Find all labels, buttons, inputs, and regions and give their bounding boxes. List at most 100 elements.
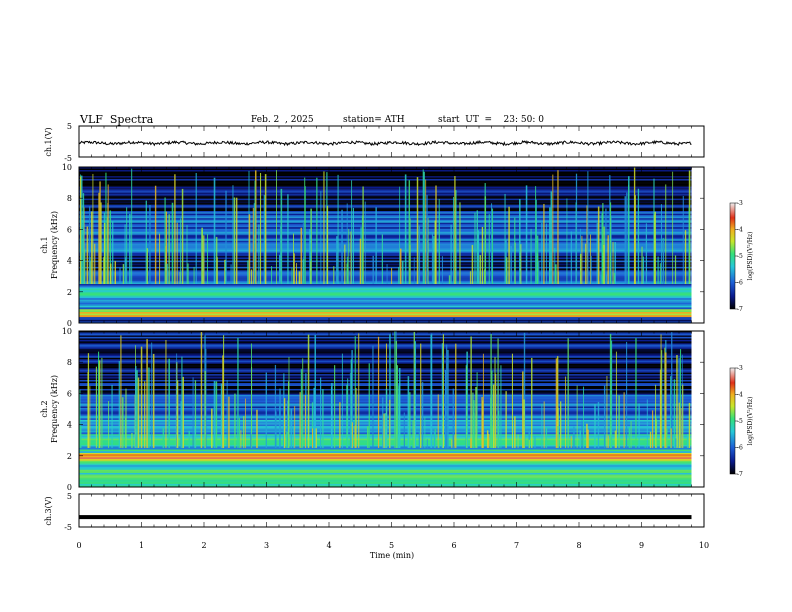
spectrogram-band-row xyxy=(79,298,692,300)
spectrogram-streak xyxy=(560,401,562,448)
spectrogram-streak xyxy=(682,384,684,448)
spectrogram-band-row xyxy=(79,342,692,345)
spectrogram-streak xyxy=(145,200,147,284)
spectrogram-streak xyxy=(216,257,218,284)
spectrogram-streak xyxy=(114,261,117,284)
colorbar-tick-label: -5 xyxy=(737,253,743,260)
spectrogram-streak xyxy=(528,430,530,448)
spectrogram-streak xyxy=(386,264,388,284)
spectrogram-streak xyxy=(82,193,85,284)
spectrogram-streak xyxy=(92,173,94,284)
spectrogram-streak xyxy=(174,174,176,284)
ch1-colorbar xyxy=(729,202,736,310)
x-tick-label: 10 xyxy=(699,541,709,550)
spectrogram-streak xyxy=(590,234,591,284)
spectrogram-band-row xyxy=(79,345,692,348)
spectrogram-streak xyxy=(200,332,203,448)
spectrogram-streak xyxy=(638,403,640,448)
spectrogram-streak xyxy=(670,428,672,448)
spectrogram-band-row xyxy=(79,207,692,210)
spectrogram-streak xyxy=(422,169,424,284)
ch1-panel: 5 -5 ch.1(V) xyxy=(44,122,705,163)
spectrogram-band-row xyxy=(79,319,692,322)
ch2-colorbar-ticks: -3 -4 -5 -6 -7 xyxy=(735,365,743,478)
spectrogram-streak xyxy=(258,224,260,284)
spectrogram-band-row xyxy=(79,405,692,407)
spectrogram-streak xyxy=(176,353,178,448)
spectrogram-band-row xyxy=(79,180,692,183)
spectrogram-band-row xyxy=(79,167,692,169)
spectrogram-streak xyxy=(368,363,370,448)
ch2-colorbar-label: log(PSD)(V²/Hz) xyxy=(747,397,754,446)
spectrogram-streak xyxy=(427,217,429,284)
spectrogram-band-row xyxy=(79,482,692,485)
spectrogram-band-row xyxy=(79,252,692,255)
spectrogram-streak xyxy=(276,170,277,284)
spectrogram-streak xyxy=(671,332,673,448)
x-tick-label: 0 xyxy=(76,541,81,550)
spectrogram-streak xyxy=(680,408,682,448)
spectrogram-streak xyxy=(490,334,492,448)
spectrogram-streak xyxy=(247,260,249,284)
spectrogram-streak xyxy=(81,229,83,284)
spectrogram-band-row xyxy=(79,274,692,277)
spectrogram-band-row xyxy=(79,236,692,239)
spectrogram-streak xyxy=(226,379,228,448)
spectrogram-streak xyxy=(585,243,587,284)
spectrogram-streak xyxy=(660,204,662,284)
spectrogram-band-row xyxy=(79,466,692,469)
spectrogram-streak xyxy=(125,257,127,284)
spectrogram-streak xyxy=(597,206,600,284)
ch3-ytick-5: 5 xyxy=(67,492,72,501)
spectrogram-streak xyxy=(665,184,667,284)
spectrogram-streak xyxy=(337,174,339,284)
ch2-spec-yticks: 0 2 4 6 8 10 xyxy=(62,327,704,492)
spectrogram-band-row xyxy=(79,170,692,172)
spectrogram-blank xyxy=(691,167,704,323)
spectrogram-band-row xyxy=(79,396,692,399)
spectrogram-streak xyxy=(182,376,184,448)
spectrogram-band-row xyxy=(79,457,692,460)
spectrogram-streak xyxy=(362,186,364,284)
colorbar-tick-label: -7 xyxy=(737,471,743,478)
spectrogram-streak xyxy=(418,225,421,284)
spectrogram-streak xyxy=(286,400,289,448)
spectrogram-band-row xyxy=(79,280,692,283)
spectrogram-streak xyxy=(151,342,153,448)
spectrogram-band-row xyxy=(79,462,692,464)
spectrogram-streak xyxy=(644,439,646,448)
spectrogram-band-row xyxy=(79,287,692,289)
spectrogram-band-row xyxy=(79,189,692,192)
spectrogram-streak xyxy=(347,378,349,448)
spectrogram-band-row xyxy=(79,363,692,366)
spectrogram-streak xyxy=(131,168,133,284)
spectrogram-streak xyxy=(491,203,493,284)
spectrogram-streak xyxy=(673,379,676,448)
spectrogram-streak xyxy=(302,223,305,284)
spectrogram-streak xyxy=(397,267,399,284)
spectrogram-band-row xyxy=(79,353,692,356)
spectrogram-streak xyxy=(488,214,490,284)
spectrogram-streak xyxy=(414,341,417,448)
spectrogram-streak xyxy=(256,409,258,448)
spectrogram-streak xyxy=(322,389,324,448)
spectrogram-streak xyxy=(424,417,426,448)
spectrogram-streak xyxy=(434,220,437,284)
spectrogram-band-row xyxy=(79,371,692,373)
spectrogram-streak xyxy=(455,343,457,448)
spectrogram-band-row xyxy=(79,249,692,252)
spectrogram-band-row xyxy=(79,388,692,391)
spectrogram-streak xyxy=(556,356,559,448)
spectrogram-streak xyxy=(274,364,277,448)
spectrogram-band-row xyxy=(79,213,692,216)
spectrogram-streak xyxy=(575,173,578,284)
spectrogram-band-row xyxy=(79,260,692,263)
spectrogram-band-row xyxy=(79,366,692,369)
spectrogram-streak xyxy=(401,260,404,284)
spectrogram-streak xyxy=(536,235,539,284)
spectrogram-band-row xyxy=(79,463,692,466)
spectrogram-streak xyxy=(552,174,554,284)
spectrogram-streak xyxy=(293,253,295,284)
ch3-waveform-band xyxy=(79,515,692,520)
x-axis-label: Time (min) xyxy=(370,551,414,560)
